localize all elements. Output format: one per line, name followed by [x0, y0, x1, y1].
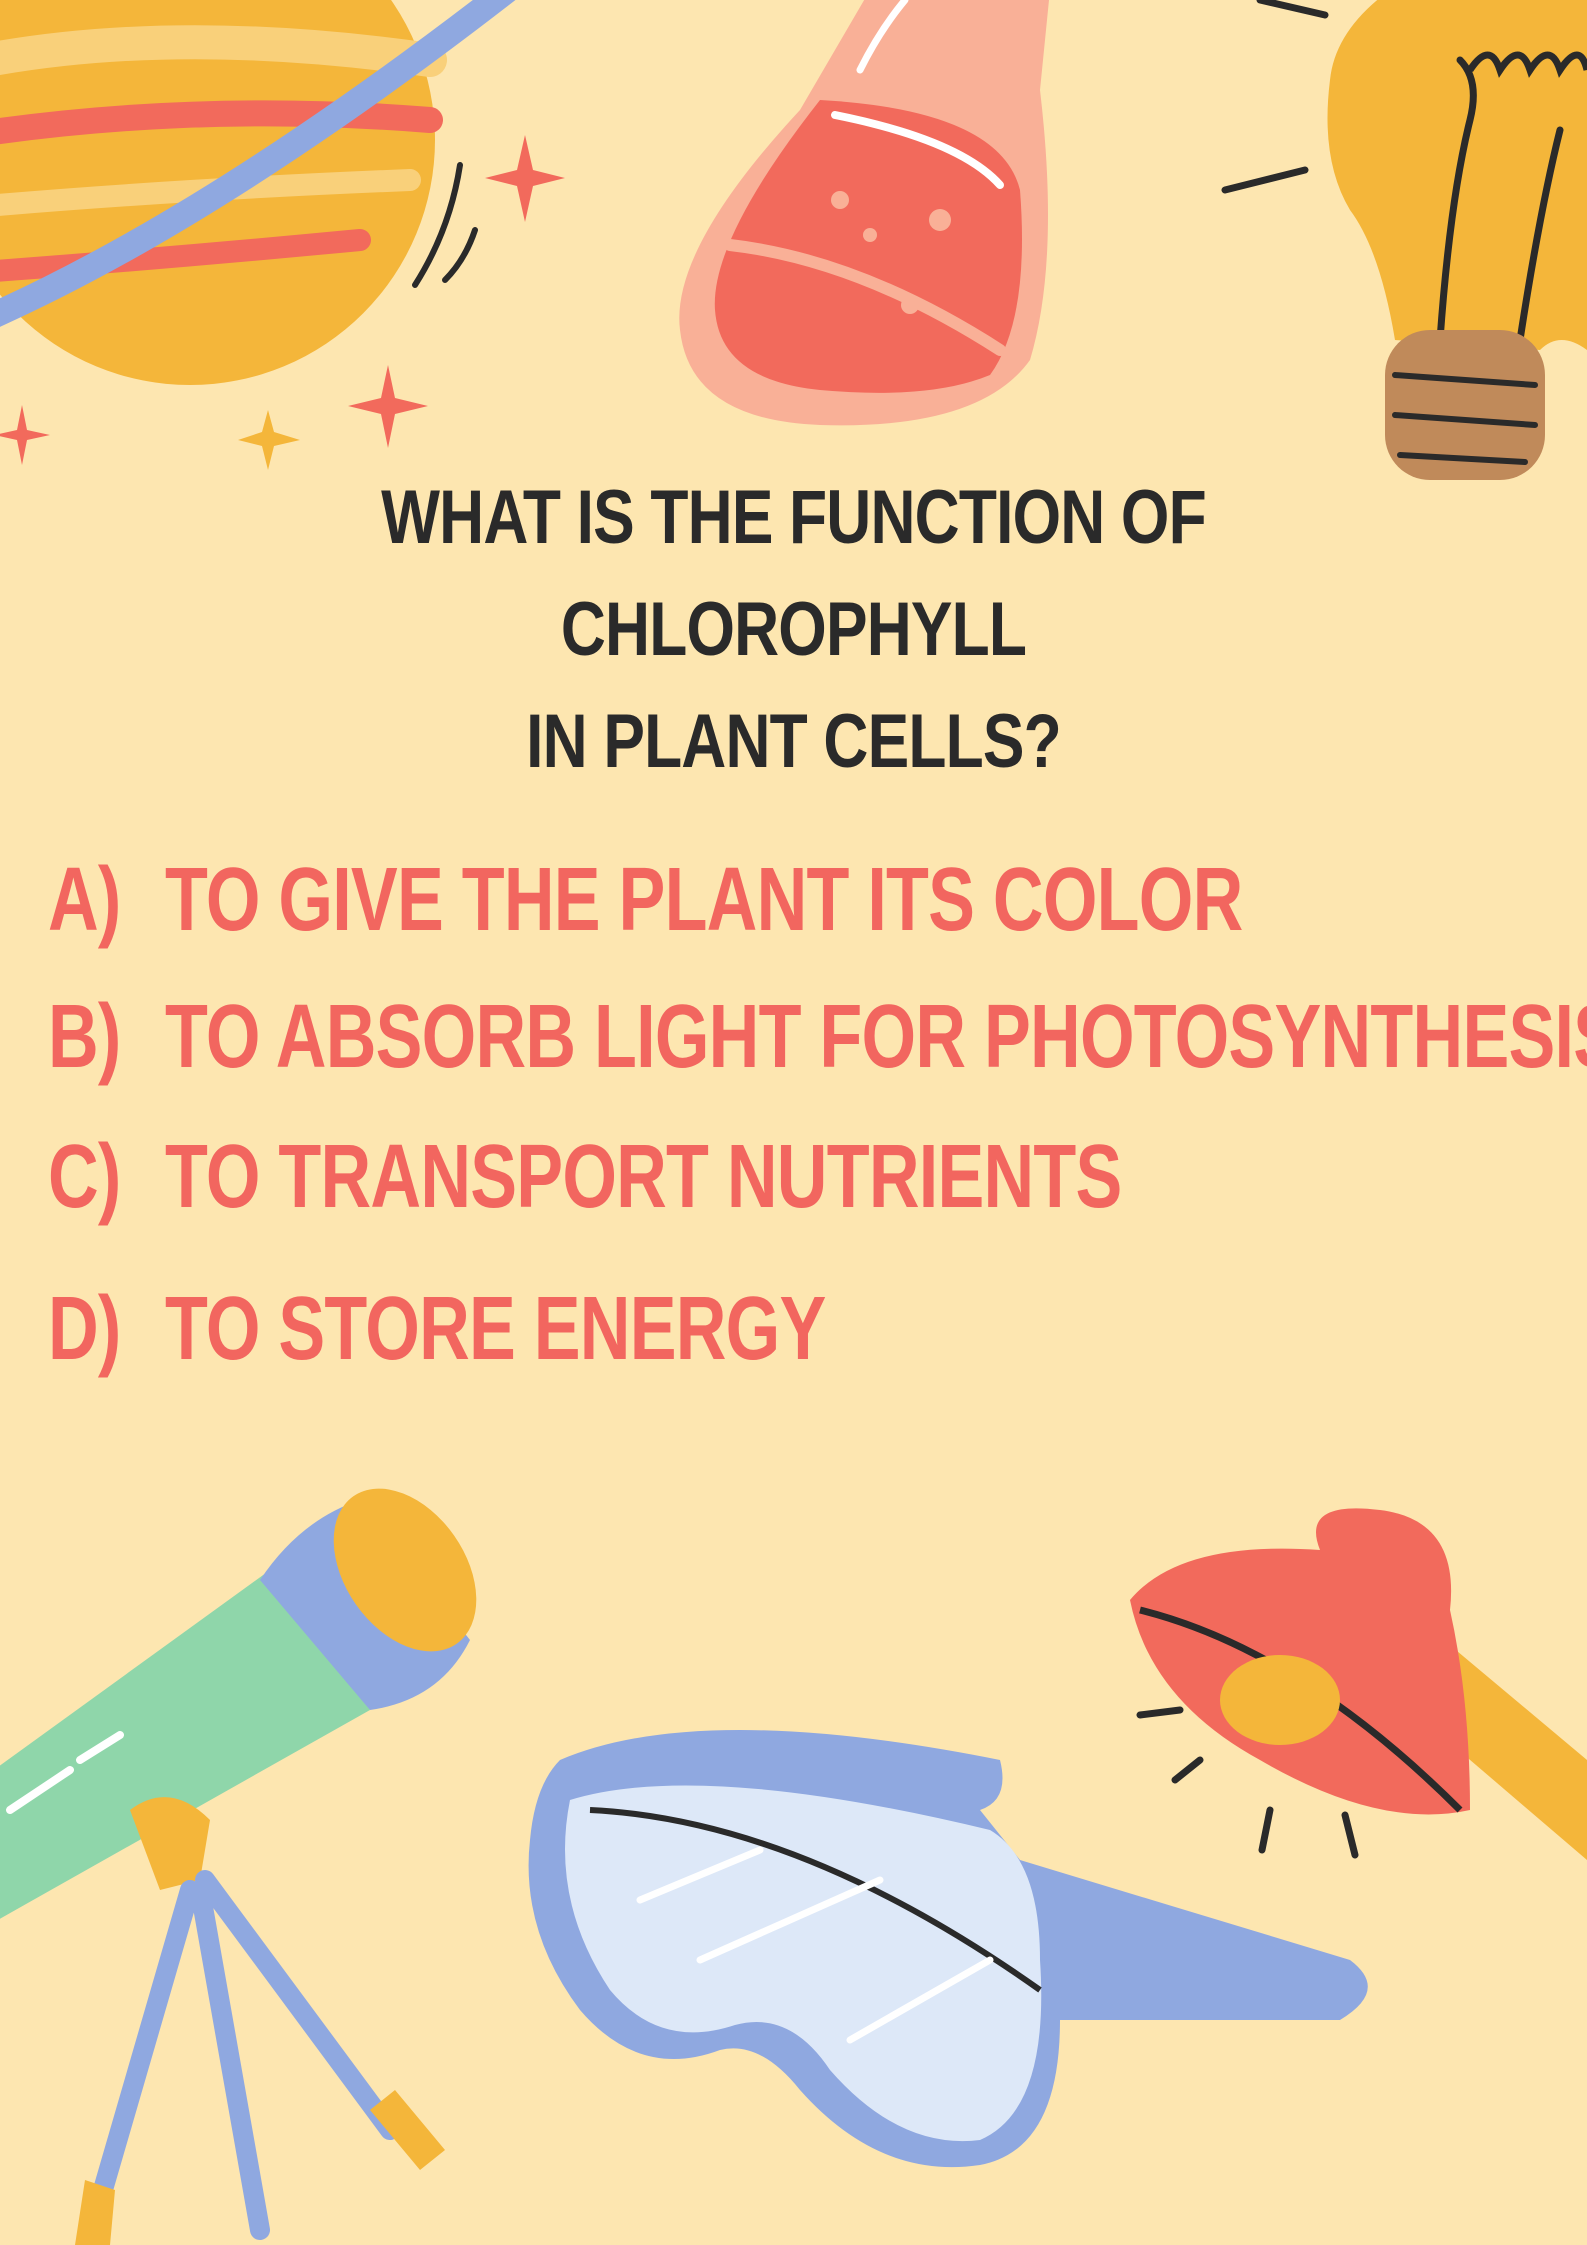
planet-icon	[0, 0, 516, 385]
safety-goggles-icon	[528, 1730, 1368, 2168]
option-text: TO GIVE THE PLANT ITS COLOR	[165, 850, 1243, 950]
option-a[interactable]: A) TO GIVE THE PLANT ITS COLOR	[48, 850, 1243, 950]
option-c[interactable]: C) TO TRANSPORT NUTRIENTS	[48, 1127, 1122, 1227]
lightbulb-icon	[1221, 0, 1587, 480]
question-line-2: IN PLANT CELLS?	[526, 699, 1062, 784]
question-title: WHAT IS THE FUNCTION OF CHLOROPHYLL IN P…	[143, 462, 1444, 798]
option-letter: B)	[48, 987, 121, 1087]
telescope-icon	[0, 1488, 477, 2245]
question-line-1: WHAT IS THE FUNCTION OF CHLOROPHYLL	[381, 475, 1207, 672]
option-d[interactable]: D) TO STORE ENERGY	[48, 1279, 826, 1379]
option-b[interactable]: B) TO ABSORB LIGHT FOR PHOTOSYNTHESIS	[48, 987, 1587, 1087]
option-text: TO STORE ENERGY	[165, 1279, 826, 1379]
flask-icon	[679, 0, 1049, 426]
option-text: TO TRANSPORT NUTRIENTS	[165, 1127, 1122, 1227]
sparkle-icon	[0, 135, 565, 470]
desk-lamp-icon	[1130, 1508, 1587, 1860]
option-letter: C)	[48, 1127, 121, 1227]
option-letter: D)	[48, 1279, 121, 1379]
option-text: TO ABSORB LIGHT FOR PHOTOSYNTHESIS	[165, 987, 1587, 1087]
option-letter: A)	[48, 850, 121, 950]
